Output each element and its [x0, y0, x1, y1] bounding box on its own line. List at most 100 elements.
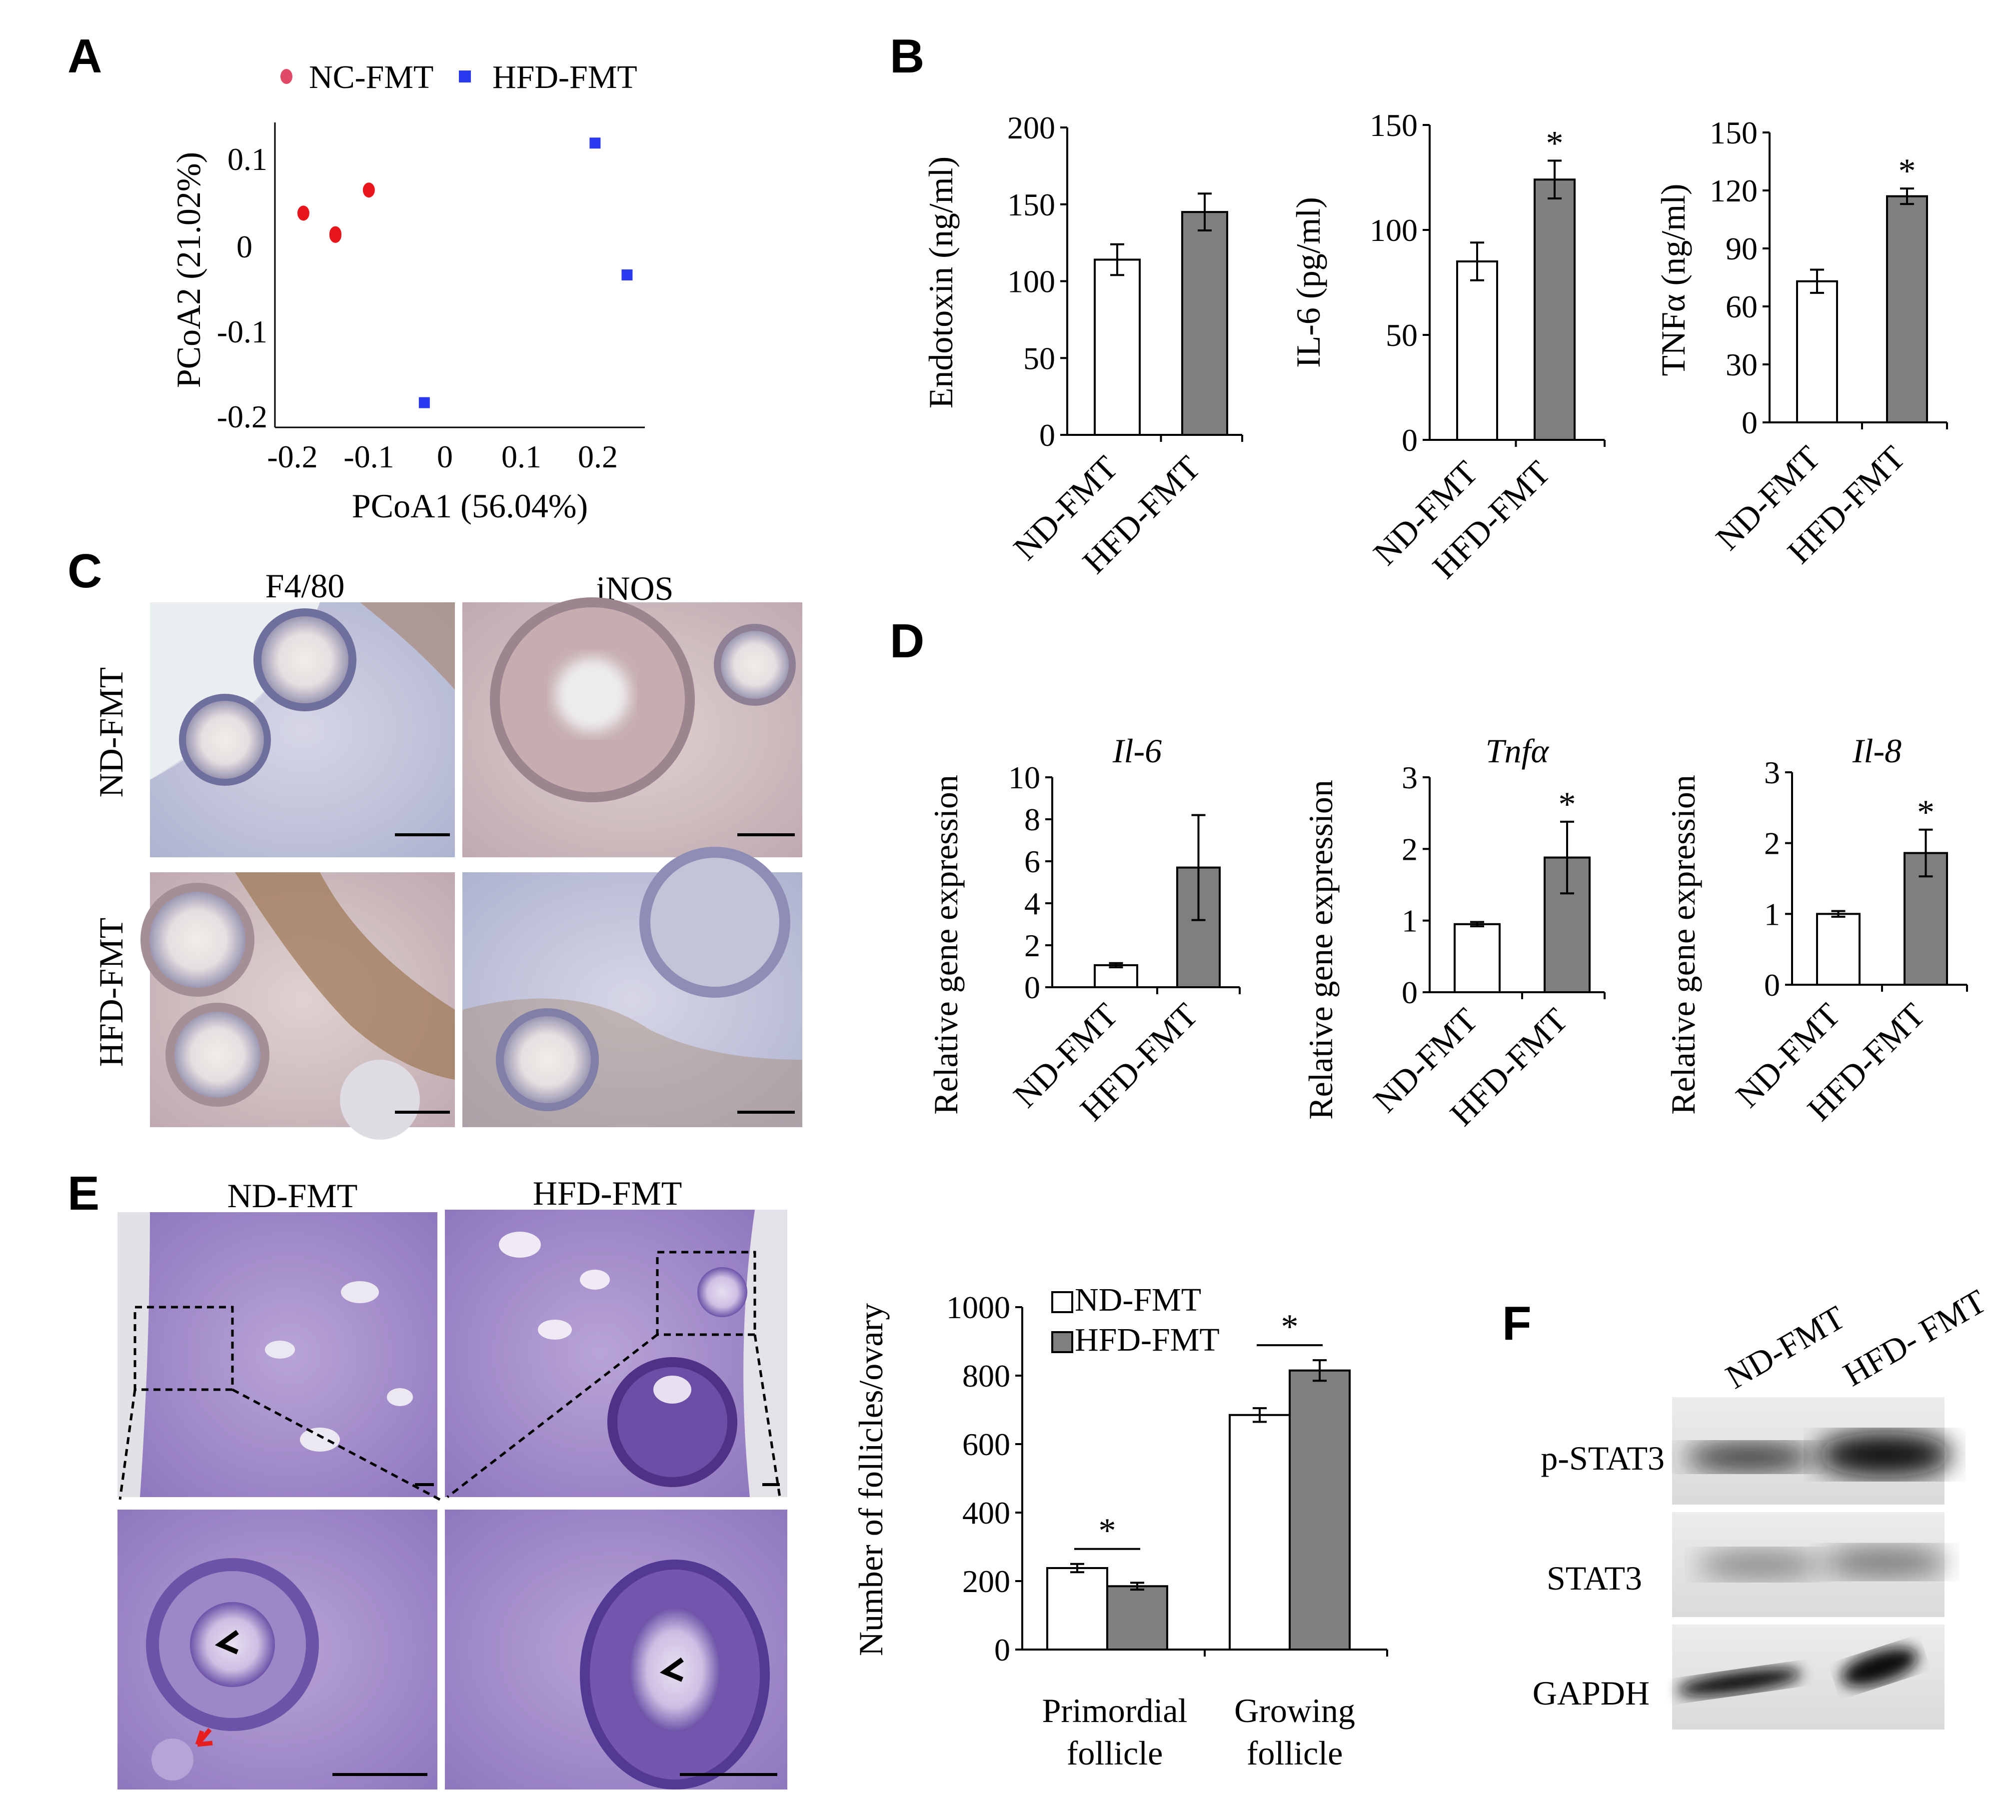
y-tick-label: -0.2: [217, 399, 267, 434]
y-axis-label: Number of follicles/ovary: [852, 1303, 890, 1656]
y-tick-label: 8: [1024, 802, 1040, 837]
significance-marker: *: [1899, 152, 1916, 190]
micrograph-hfd-f480: [140, 872, 455, 1140]
y-tick-label: 2: [1024, 928, 1040, 963]
follicle-count-bar-chart: 0 200 400 600 800 1000 * * Number of follicles/o…: [852, 1290, 1388, 1668]
blot-strip-pstat3: [1672, 1397, 1952, 1505]
bar-hfd-fmt: [1886, 195, 1928, 423]
y-tick-label: 1: [1764, 896, 1780, 932]
nc-fmt-point: [297, 205, 309, 221]
y-tick-label: 150: [1370, 107, 1418, 143]
panel-label-e: E: [67, 1167, 99, 1220]
bar-nd-fmt: [1454, 923, 1501, 994]
y-tick-label: 6: [1024, 844, 1040, 879]
column-label-f480: F4/80: [265, 567, 345, 605]
y-axis-label: TNFα (ng/ml): [1654, 183, 1692, 376]
row-label-hfd: HFD-FMT: [92, 918, 130, 1067]
chart-title: Tnfα: [1486, 732, 1550, 770]
micrograph-hfd-inos: [462, 847, 802, 1127]
bar-nd-fmt: [1456, 260, 1498, 441]
y-tick-label: 2: [1402, 831, 1418, 867]
y-tick-label: 800: [962, 1358, 1010, 1394]
micrograph-nd-zoom: [117, 1510, 437, 1790]
y-tick-label: 120: [1710, 173, 1758, 208]
y-tick-label: 90: [1726, 231, 1758, 266]
hfd-fmt-point: [621, 269, 633, 280]
legend-label-hfd: HFD-FMT: [492, 59, 637, 95]
panel-label-d: D: [890, 614, 924, 668]
y-tick-label: 0: [1764, 967, 1780, 1003]
y-tick-label: 150: [1007, 187, 1055, 222]
panel-label-b: B: [890, 29, 924, 83]
micrograph-hfd-overview: [445, 1210, 787, 1497]
significance-marker: *: [1559, 785, 1576, 824]
y-tick-label: 400: [962, 1495, 1010, 1531]
x-tick-label: 0.1: [501, 439, 541, 474]
y-tick-label: 0: [1039, 417, 1055, 453]
bar-hfd-fmt: [1289, 1369, 1351, 1651]
micrograph-nd-overview: [117, 1212, 437, 1497]
y-tick-label: 2: [1764, 826, 1780, 861]
significance-marker: *: [1281, 1308, 1299, 1346]
y-tick-label: 60: [1726, 289, 1758, 324]
y-tick-label: 0: [1742, 405, 1758, 440]
ihc-image-grid: F4/80 iNOS ND-FMT HFD-FMT: [92, 567, 802, 1140]
follicle-category-labels: Primordial follicle Growing follicle: [1042, 1692, 1355, 1772]
significance-marker: *: [1546, 124, 1564, 162]
hfd-fmt-point: [589, 137, 601, 149]
significance-marker: *: [1917, 793, 1935, 832]
column-label-nd: ND-FMT: [227, 1177, 358, 1215]
western-blot: ND-FMT HFD- FMT p-STAT3 STAT3 GAPDH: [1533, 1282, 1993, 1730]
y-tick-label: 3: [1764, 755, 1780, 790]
y-tick-label: 0: [1402, 975, 1418, 1010]
micrograph-nd-inos: [462, 597, 802, 857]
y-tick-label: 50: [1023, 340, 1055, 376]
category-label-primordial-line2: follicle: [1067, 1734, 1163, 1772]
legend-label-nd: ND-FMT: [1075, 1282, 1201, 1318]
y-tick-label: 50: [1386, 317, 1418, 353]
bar-nd-fmt: [1796, 280, 1838, 423]
blot-strip-stat3: [1672, 1512, 1947, 1617]
y-tick-label: 200: [1007, 110, 1055, 145]
bar-hfd-fmt: [1534, 178, 1576, 441]
y-tick-label: 200: [962, 1564, 1010, 1599]
bar-nd-fmt: [1094, 258, 1141, 436]
y-tick-label: 150: [1710, 115, 1758, 150]
row-label-nd: ND-FMT: [92, 667, 130, 798]
y-axis-label: Endotoxin (ng/ml): [922, 156, 960, 408]
micrograph-hfd-zoom: [445, 1510, 787, 1790]
y-axis-label: Relative gene expression: [1302, 780, 1340, 1120]
lane-label-nd: ND-FMT: [1720, 1298, 1852, 1396]
category-label-growing-line1: Growing: [1234, 1692, 1355, 1730]
panel-label-f: F: [1502, 1297, 1532, 1350]
bar-hfd-fmt: [1181, 211, 1228, 436]
bar-hfd-fmt: [1106, 1585, 1168, 1651]
nc-fmt-point: [329, 227, 341, 243]
legend-marker-hfd: [459, 70, 471, 82]
y-tick-label: 1000: [946, 1290, 1010, 1325]
y-axis-label: Relative gene expression: [1664, 775, 1702, 1115]
column-label-hfd: HFD-FMT: [533, 1174, 682, 1212]
band-label-pstat3: p-STAT3: [1541, 1439, 1665, 1477]
y-tick-label: 0: [1402, 422, 1418, 458]
y-tick-label: 100: [1007, 264, 1055, 299]
bar-nd-fmt: [1094, 964, 1138, 989]
y-tick-label: 3: [1402, 760, 1418, 795]
x-tick-label: 0.2: [578, 439, 618, 474]
y-tick-label: 0.1: [227, 141, 267, 177]
y-tick-label: 0: [994, 1632, 1010, 1668]
legend-marker-nc: [280, 69, 292, 84]
nc-fmt-point: [362, 182, 375, 198]
y-tick-label: 4: [1024, 886, 1040, 921]
legend-label-nc: NC-FMT: [309, 59, 433, 95]
x-tick-label: -0.1: [343, 439, 394, 474]
micrograph-nd-f480: [150, 602, 455, 857]
y-tick-label: 0: [236, 229, 252, 264]
y-tick-label: 100: [1370, 212, 1418, 248]
panel-label-a: A: [67, 29, 102, 83]
pcoa-scatter-chart: NC-FMT HFD-FMT 0.1 0 -0.1 -0.2 -0.2 -0.1…: [169, 59, 645, 525]
